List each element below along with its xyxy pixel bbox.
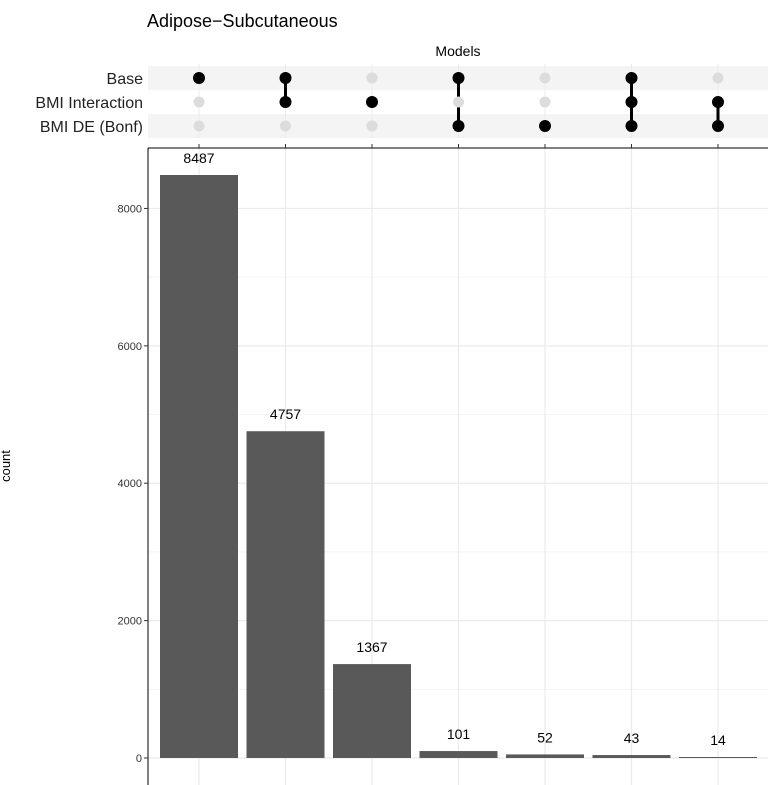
membership-matrix: Base BMI Interaction BMI DE (Bonf)	[35, 64, 768, 138]
set-label: BMI Interaction	[35, 95, 143, 112]
membership-dot-inactive	[453, 96, 464, 108]
membership-dot-inactive	[539, 72, 551, 84]
bar	[679, 757, 757, 758]
membership-dot-active	[712, 120, 724, 132]
chart-title: Adipose−Subcutaneous	[147, 11, 338, 31]
membership-dot-inactive	[193, 96, 205, 108]
membership-dot-active	[193, 72, 205, 84]
bar	[592, 755, 671, 758]
bar	[506, 754, 584, 758]
membership-dot-inactive	[539, 96, 551, 108]
y-tick-label: 8000	[118, 203, 142, 215]
bar-value-label: 1367	[356, 639, 387, 655]
membership-dot-active	[452, 72, 465, 84]
y-tick-label: 6000	[118, 341, 142, 353]
bar-value-label: 14	[710, 732, 726, 748]
membership-dot-inactive	[712, 72, 724, 84]
membership-dot-active	[539, 120, 551, 132]
bar	[160, 175, 238, 758]
membership-dot-inactive	[366, 72, 378, 84]
membership-dot-active	[712, 96, 724, 108]
membership-dot-active	[366, 96, 378, 108]
membership-dot-active	[625, 96, 638, 108]
membership-dot-active	[452, 120, 465, 132]
bar-value-label: 101	[447, 726, 471, 742]
y-tick-label: 2000	[118, 616, 142, 628]
set-label: BMI DE (Bonf)	[40, 119, 143, 136]
bar-plot: 8487 4757 1367 101 52 43 14 0 2000 4000 6000 8000	[118, 144, 768, 785]
membership-dot-inactive	[193, 120, 205, 132]
set-label: Base	[107, 71, 144, 88]
bar	[419, 751, 498, 758]
bar-value-label: 4757	[270, 406, 301, 422]
bar	[333, 664, 411, 758]
bar-value-label: 43	[624, 730, 640, 746]
membership-dot-inactive	[280, 120, 291, 132]
matrix-title: Models	[435, 43, 480, 59]
membership-dot-active	[625, 72, 638, 84]
y-axis-label: count	[0, 450, 13, 482]
membership-dot-active	[279, 72, 292, 84]
y-tick-label: 4000	[118, 478, 142, 490]
y-tick-label: 0	[136, 753, 142, 765]
membership-dot-active	[279, 96, 292, 108]
membership-dot-active	[625, 120, 638, 132]
bar	[246, 431, 325, 758]
membership-dot-inactive	[366, 120, 378, 132]
bar-value-label: 8487	[183, 150, 214, 166]
bar-value-label: 52	[537, 729, 553, 745]
